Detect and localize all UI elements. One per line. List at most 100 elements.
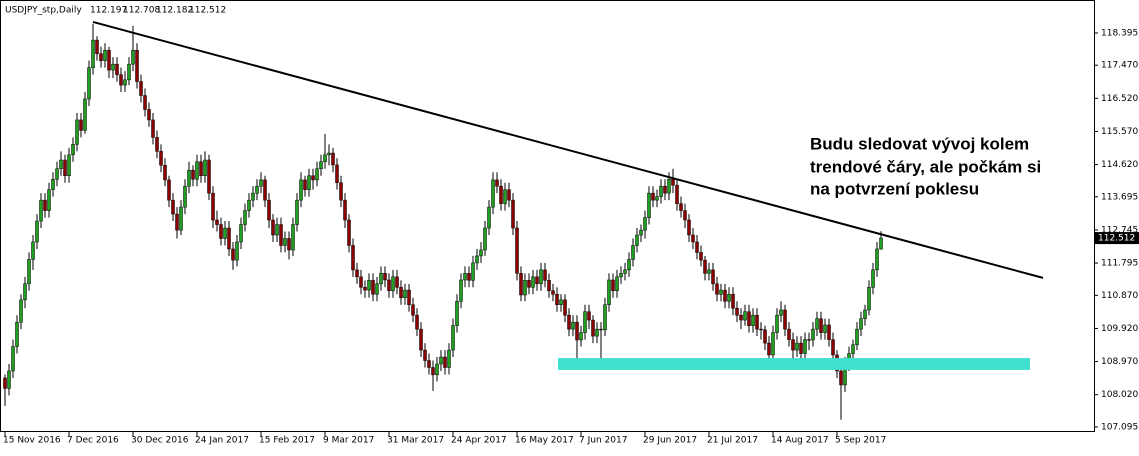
- candle-body: [419, 328, 423, 351]
- candle-body: [491, 179, 495, 208]
- candle-body: [479, 249, 483, 257]
- candle-body: [155, 137, 159, 152]
- candle-body: [7, 370, 11, 389]
- candle-body: [359, 276, 363, 288]
- y-tick-label: 109.920: [1101, 324, 1138, 334]
- y-tick-label: 117.470: [1101, 61, 1138, 71]
- candle-body: [423, 349, 427, 361]
- candle-body: [603, 304, 607, 331]
- candle-body: [879, 237, 883, 250]
- candle-body: [411, 304, 415, 316]
- candle-body: [659, 185, 663, 197]
- x-tick-label: 30 Dec 2016: [131, 436, 189, 446]
- candle-body: [767, 342, 771, 356]
- candle-body: [79, 119, 83, 131]
- y-tick-label: 115.570: [1101, 127, 1138, 137]
- candle-body: [107, 49, 111, 71]
- candle-body: [607, 279, 611, 305]
- candle-body: [779, 309, 783, 316]
- candle-body: [487, 206, 491, 229]
- candle-body: [699, 252, 703, 261]
- x-tick-label: 14 Aug 2017: [771, 436, 829, 446]
- candle-body: [547, 280, 551, 292]
- candle-body: [235, 241, 239, 261]
- candle-body: [159, 151, 163, 166]
- candle-body: [55, 168, 59, 180]
- candle-body: [15, 321, 19, 347]
- candle-body: [523, 280, 527, 296]
- candle-body: [739, 314, 743, 321]
- candle-body: [611, 279, 615, 292]
- candle-body: [583, 311, 587, 333]
- trendline: [92, 21, 1044, 279]
- candle-body: [367, 280, 371, 291]
- candle-body: [43, 199, 47, 211]
- candle-body: [111, 63, 115, 71]
- candle-body: [635, 234, 639, 246]
- candle-body: [623, 269, 627, 274]
- price-label: 112.512: [1098, 234, 1135, 244]
- candle-body: [563, 299, 567, 316]
- candle-body: [263, 179, 267, 201]
- candle-body: [91, 39, 95, 68]
- candle-body: [391, 276, 395, 292]
- candle-body: [663, 185, 667, 194]
- candle-body: [427, 360, 431, 368]
- candle-body: [203, 159, 207, 176]
- candle-body: [171, 199, 175, 215]
- y-tick-label: 107.095: [1101, 422, 1138, 432]
- x-tick-label: 24 Apr 2017: [451, 436, 507, 446]
- candle-body: [719, 289, 723, 295]
- candle-body: [67, 154, 71, 176]
- candle-body: [539, 269, 543, 285]
- candle-body: [451, 325, 455, 351]
- candle-body: [167, 179, 171, 201]
- x-tick-label: 16 May 2017: [515, 436, 574, 446]
- candle-body: [27, 259, 31, 285]
- candle-body: [191, 169, 195, 180]
- x-tick-label: 21 Jul 2017: [707, 436, 758, 446]
- candle-body: [839, 370, 843, 386]
- candle-body: [71, 144, 75, 156]
- candle-body: [515, 227, 519, 274]
- candle-body: [175, 213, 179, 231]
- candle-body: [51, 178, 55, 190]
- candle-body: [115, 63, 119, 75]
- y-tick-label: 113.695: [1101, 192, 1138, 202]
- candle-body: [99, 53, 103, 61]
- candle-body: [227, 227, 231, 250]
- candle-body: [399, 287, 403, 299]
- annotation: na potvrzení poklesu: [810, 179, 979, 198]
- candle-body: [619, 273, 623, 278]
- x-tick-label: 5 Sep 2017: [835, 436, 886, 446]
- candle-body: [271, 219, 275, 236]
- candle-body: [343, 199, 347, 221]
- candle-body: [803, 339, 807, 354]
- candle-body: [327, 152, 331, 156]
- candle-body: [255, 185, 259, 194]
- candle-body: [475, 255, 479, 264]
- candle-body: [763, 329, 767, 344]
- candle-body: [667, 178, 671, 194]
- candle-body: [267, 199, 271, 221]
- candle-body: [759, 328, 763, 331]
- candle-body: [407, 289, 411, 305]
- candle-body: [287, 238, 291, 251]
- candle-body: [691, 234, 695, 243]
- x-tick-label: 9 Mar 2017: [323, 436, 374, 446]
- y-tick-label: 116.520: [1101, 94, 1138, 104]
- candle-body: [627, 259, 631, 271]
- candle-body: [3, 377, 7, 389]
- candle-body: [647, 192, 651, 218]
- candle-body: [639, 229, 643, 236]
- candle-body: [815, 318, 819, 330]
- candle-body: [575, 321, 579, 341]
- candle-body: [75, 119, 79, 145]
- candle-body: [459, 279, 463, 302]
- candle-body: [339, 182, 343, 201]
- candle-body: [135, 49, 139, 82]
- candle-body: [727, 294, 731, 302]
- candle-body: [783, 309, 787, 330]
- candle-body: [403, 289, 407, 299]
- candle-body: [595, 328, 599, 337]
